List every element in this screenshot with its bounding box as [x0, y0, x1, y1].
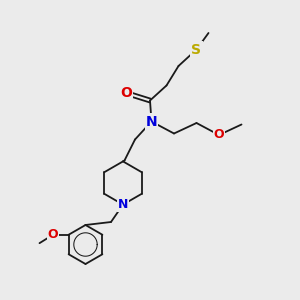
Text: O: O	[120, 86, 132, 100]
Text: N: N	[146, 115, 157, 128]
Text: S: S	[191, 43, 202, 56]
Text: O: O	[48, 228, 58, 241]
Text: O: O	[214, 128, 224, 142]
Text: N: N	[118, 198, 128, 211]
